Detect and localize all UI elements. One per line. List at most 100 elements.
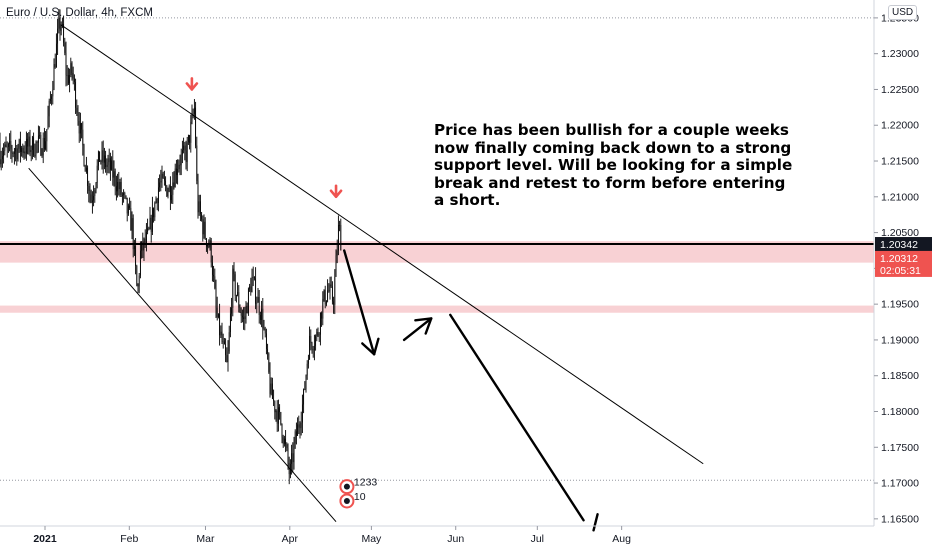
candle-body [227,351,229,362]
candle-body [136,265,138,286]
candle-body [54,64,56,68]
candle-body [282,437,284,444]
trendline [28,167,337,523]
candle-body [53,64,55,90]
candle-body [110,158,111,170]
candle-body [168,185,170,192]
candle-body [234,274,236,296]
candle-body [222,341,224,343]
candle-body [186,142,188,162]
candle-body [299,427,301,429]
candle-body [65,52,67,76]
candle-body [329,284,331,292]
candle-body [209,240,211,248]
candle-body [281,424,283,438]
event-count: 1233 [354,477,378,489]
candle-body [303,389,304,405]
candle-body [233,268,235,275]
candle-body [114,171,116,187]
candle-body [228,332,230,352]
candle-body [66,75,68,76]
candle-body [44,137,45,150]
candle-body [190,121,192,143]
candle-body [328,290,330,292]
candle-body [3,151,4,157]
candle-body [167,191,169,197]
candle-body [174,168,176,188]
candle-body [32,137,33,150]
candle-body [170,185,171,201]
candle-body [204,221,206,239]
y-tick-label: 1.21000 [881,191,919,203]
candle-body [0,159,2,165]
candle-body [226,355,228,362]
candle-body [326,300,327,305]
candle-body [62,23,63,25]
candle-body [215,288,217,308]
candle-body [336,250,338,256]
candle-body [216,307,218,318]
candle-body [98,151,99,166]
candle-body [256,302,258,304]
candle-body [28,136,30,147]
candle-body [323,289,325,300]
candle-body [77,112,79,121]
candle-body [36,142,38,143]
candle-body [268,353,270,372]
candle-body [149,217,151,229]
candle-body [210,240,212,263]
x-tick-label: Mar [196,533,215,545]
price-tag [875,250,932,277]
candle-body [123,193,124,195]
candle-body [166,185,168,197]
candle-body [56,43,57,68]
candle-body [80,123,81,134]
candle-body [273,398,274,402]
candle-body [230,313,231,333]
y-tick-label: 1.23000 [881,48,919,60]
candle-body [176,168,177,176]
x-tick-label: May [361,533,382,545]
candle-body [239,307,241,313]
candle-body [255,278,256,304]
candle-body [302,404,303,423]
candle-body [153,207,154,218]
y-tick-label: 1.22500 [881,84,919,96]
candle-body [240,312,242,316]
candle-body [51,96,52,100]
candle-body [34,154,36,156]
trendline [61,24,704,465]
candle-body [116,186,117,192]
candle-body [254,277,255,279]
candle-body [29,136,31,153]
candle-body [128,205,129,214]
candle-body [264,328,266,334]
arrow-head [372,337,380,356]
candle-body [160,180,162,183]
price-tag [875,237,932,252]
candle-body [57,28,58,44]
candle-body [38,135,39,143]
candle-body [219,313,220,336]
candle-body [112,160,114,178]
candle-body [194,107,195,114]
candle-body [333,301,334,305]
candle-body [131,218,133,231]
event-icon-dot [343,497,350,504]
candle-body [141,241,142,251]
candle-body [330,284,332,287]
candle-body [232,268,234,308]
candle-body [159,182,160,188]
candle-body [191,113,193,122]
candle-body [5,144,7,147]
y-tick-label: 1.19500 [881,299,919,311]
candle-body [96,165,98,183]
candle-body [81,123,82,130]
currency-badge[interactable]: USD [888,5,918,20]
candle-body [316,331,318,337]
candle-body [155,198,157,204]
candle-body [88,186,90,192]
candle-body [33,137,34,156]
